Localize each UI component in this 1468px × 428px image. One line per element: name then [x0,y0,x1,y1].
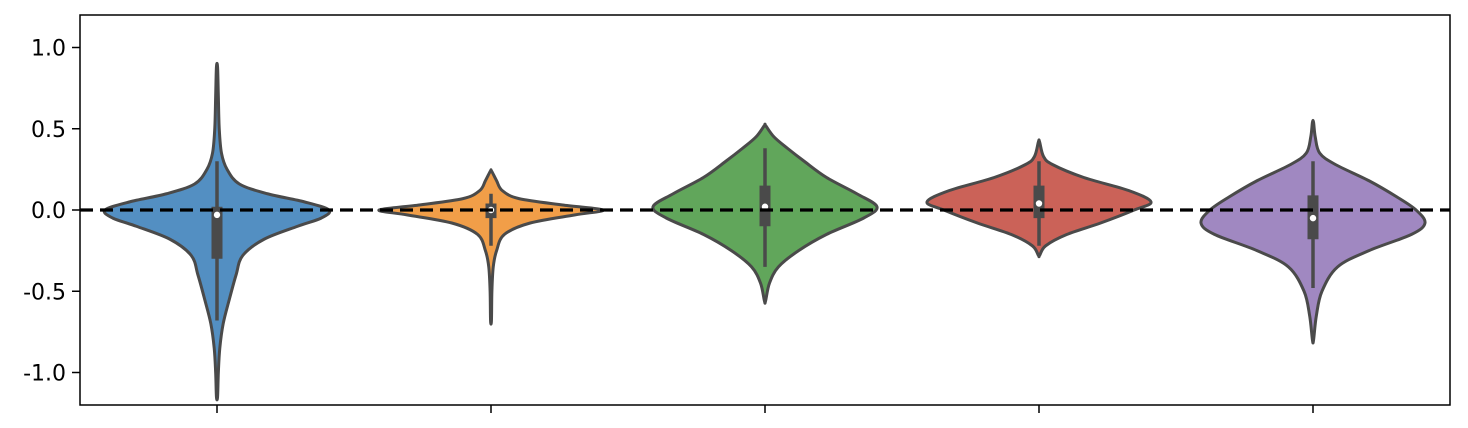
y-tick-label: 0.5 [31,118,66,143]
plot-area-frame [79,14,1451,406]
y-axis-ticks: -1.0 -0.5 0.0 0.5 1.0 [23,37,80,387]
y-tick-label: -1.0 [23,362,66,387]
violin-median-dot [213,211,221,219]
violin-median-dot [1309,214,1317,222]
violin-median-dot [1035,200,1043,207]
violin-group [102,61,1427,402]
y-tick-label: 1.0 [31,37,66,62]
violin-2 [377,168,605,326]
violin-5 [1199,118,1427,345]
violin-4 [925,138,1153,259]
x-axis-ticks [216,405,1314,413]
violin-3 [651,122,879,305]
violin-1 [102,61,332,402]
violin-body [377,168,605,326]
y-tick-label: 0.0 [31,199,66,224]
y-tick-label: -0.5 [23,280,66,305]
violin-iqr-box [211,206,223,259]
violin-median-dot [761,203,769,210]
